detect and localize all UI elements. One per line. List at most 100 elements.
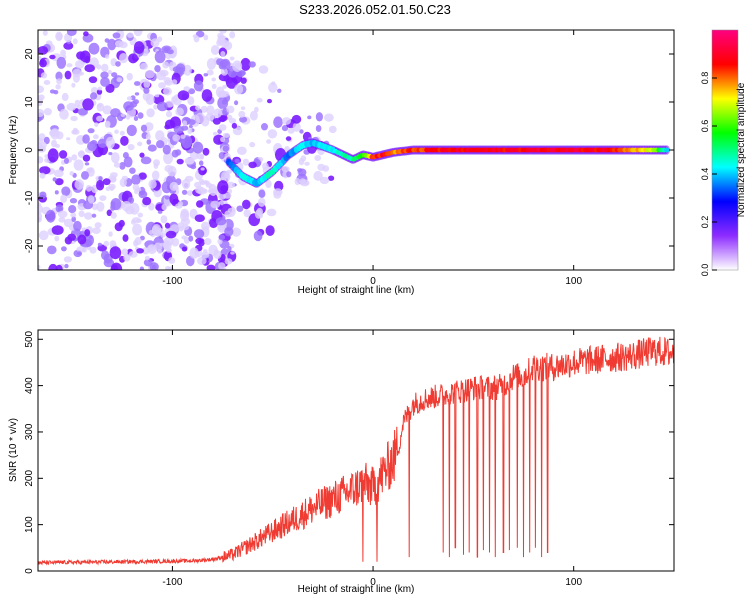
heatmap-noise-blob xyxy=(222,145,230,152)
heatmap-noise-blob xyxy=(222,84,227,89)
heatmap-noise-blob xyxy=(96,179,105,191)
heatmap-noise-blob xyxy=(222,132,230,138)
heatmap-noise-blob xyxy=(256,207,264,217)
heatmap-noise-blob xyxy=(87,141,98,152)
heatmap-noise-blob xyxy=(99,195,107,202)
heatmap-y-label: Frequency (Hz) xyxy=(8,116,19,185)
heatmap-y-tick-label: -20 xyxy=(24,238,35,253)
heatmap-noise-blob xyxy=(123,156,133,168)
heatmap-noise-blob xyxy=(64,70,72,80)
snr-y-tick-label: 200 xyxy=(24,470,35,487)
heatmap-noise-blob xyxy=(189,247,199,259)
heatmap-noise-blob xyxy=(183,236,190,244)
snr-x-tick-label: 100 xyxy=(565,577,582,588)
figure-title: S233.2026.052.01.50.C23 xyxy=(299,2,451,17)
heatmap-noise-blob xyxy=(229,56,235,61)
heatmap-noise-blob xyxy=(299,129,304,134)
snr-x-label: Height of straight line (km) xyxy=(298,584,415,595)
heatmap-noise-blob xyxy=(107,38,117,51)
heatmap-noise-blob xyxy=(94,122,99,127)
heatmap-noise-blob xyxy=(200,154,204,160)
heatmap-noise-blob xyxy=(198,160,204,166)
heatmap-noise-blob xyxy=(61,186,71,196)
heatmap-noise-blob xyxy=(154,94,160,98)
heatmap-noise-blob xyxy=(74,179,85,190)
heatmap-noise-blob xyxy=(84,162,90,166)
heatmap-noise-blob xyxy=(84,212,93,220)
snr-plot-area xyxy=(38,330,674,571)
heatmap-noise-blob xyxy=(258,65,269,74)
heatmap-noise-blob xyxy=(68,205,77,214)
heatmap-noise-blob xyxy=(219,30,227,34)
heatmap-noise-blob xyxy=(237,146,247,155)
heatmap-noise-blob xyxy=(206,58,216,70)
heatmap-noise-blob xyxy=(150,38,160,47)
heatmap-noise-blob xyxy=(182,120,188,127)
heatmap-noise-blob xyxy=(142,196,152,206)
heatmap-noise-blob xyxy=(186,190,194,196)
heatmap-noise-blob xyxy=(265,179,272,189)
heatmap-noise-blob xyxy=(227,188,233,194)
heatmap-noise-blob xyxy=(96,201,105,212)
heatmap-noise-blob xyxy=(170,224,180,233)
heatmap-noise-blob xyxy=(121,248,129,256)
heatmap-noise-blob xyxy=(92,227,101,235)
heatmap-noise-blob xyxy=(66,63,73,68)
heatmap-noise-blob xyxy=(87,128,95,134)
heatmap-noise-blob xyxy=(190,164,197,170)
heatmap-noise-blob xyxy=(112,32,121,39)
heatmap-noise-blob xyxy=(144,255,150,261)
heatmap-noise-blob xyxy=(192,34,198,38)
heatmap-noise-blob xyxy=(206,264,216,270)
heatmap-y-tick-label: 10 xyxy=(24,96,35,108)
heatmap-marks xyxy=(38,30,670,270)
heatmap-noise-blob xyxy=(287,127,295,134)
heatmap-noise-blob xyxy=(307,115,312,120)
heatmap-noise-blob xyxy=(183,64,192,76)
heatmap-noise-blob xyxy=(134,81,141,86)
heatmap-noise-blob xyxy=(163,240,172,252)
heatmap-noise-blob xyxy=(187,128,193,134)
heatmap-noise-blob xyxy=(98,176,103,181)
heatmap-noise-blob xyxy=(217,180,229,195)
heatmap-noise-blob xyxy=(172,134,181,142)
heatmap-noise-blob xyxy=(267,98,272,104)
heatmap-noise-blob xyxy=(313,170,323,181)
heatmap-noise-blob xyxy=(163,151,174,165)
heatmap-noise-blob xyxy=(74,99,81,107)
heatmap-noise-blob xyxy=(267,129,278,139)
heatmap-noise-blob xyxy=(292,122,301,132)
heatmap-noise-blob xyxy=(66,137,71,141)
heatmap-noise-blob xyxy=(100,77,110,87)
heatmap-noise-blob xyxy=(110,212,117,219)
heatmap-noise-blob xyxy=(268,82,278,93)
heatmap-noise-blob xyxy=(88,76,98,84)
heatmap-noise-blob xyxy=(328,125,337,134)
heatmap-noise-blob xyxy=(71,154,78,161)
heatmap-noise-blob xyxy=(273,116,283,128)
heatmap-noise-blob xyxy=(70,115,78,122)
heatmap-noise-blob xyxy=(142,91,151,101)
colorbar-tick-label: 0.6 xyxy=(700,120,710,133)
heatmap-noise-blob xyxy=(132,184,140,191)
colorbar-gradient xyxy=(711,29,739,271)
heatmap-ridge-cell xyxy=(664,147,670,153)
heatmap-noise-blob xyxy=(134,237,142,246)
heatmap-noise-blob xyxy=(218,262,226,270)
heatmap-noise-blob xyxy=(113,162,121,168)
heatmap-noise-blob xyxy=(47,245,57,255)
heatmap-noise-blob xyxy=(218,124,227,131)
heatmap-noise-blob xyxy=(224,210,232,218)
heatmap-noise-blob xyxy=(210,45,220,55)
heatmap-noise-blob xyxy=(77,108,88,116)
heatmap-noise-blob xyxy=(63,42,74,50)
heatmap-noise-blob xyxy=(284,146,290,152)
heatmap-noise-blob xyxy=(85,184,92,192)
heatmap-noise-blob xyxy=(97,138,108,148)
heatmap-noise-blob xyxy=(218,152,225,160)
heatmap-noise-blob xyxy=(133,41,145,54)
snr-y-tick-label: 300 xyxy=(24,423,35,440)
heatmap-noise-blob xyxy=(129,202,140,215)
snr-y-tick-label: 0 xyxy=(24,568,35,574)
heatmap-noise-blob xyxy=(231,122,238,129)
